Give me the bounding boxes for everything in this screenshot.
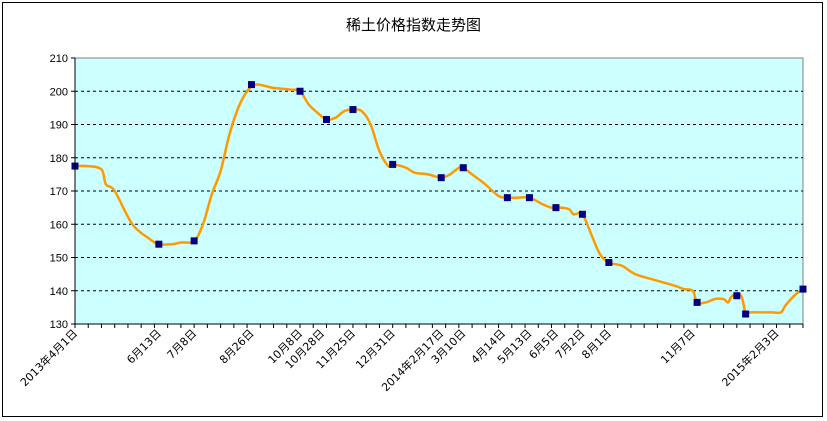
y-tick-label: 160 bbox=[50, 219, 68, 231]
axes bbox=[74, 58, 803, 325]
y-tick-label: 180 bbox=[50, 153, 68, 165]
data-point-marker bbox=[247, 81, 255, 89]
data-point-marker bbox=[349, 106, 357, 114]
data-point-marker bbox=[389, 160, 397, 168]
x-axis-ticks: 2013年4月1日 6月13日 7月8日 8月26日 10月8日10月28日11月25日… bbox=[17, 324, 804, 394]
y-axis-ticks: 130 140 150 160 170 180 190 200 210 bbox=[50, 53, 75, 331]
data-point-marker bbox=[155, 240, 163, 248]
x-tick-label: 2013年4月1日 bbox=[17, 326, 80, 389]
x-tick-label: 6月13日 bbox=[124, 327, 164, 367]
x-tick-label: 8月26日 bbox=[217, 327, 257, 367]
chart-title: 稀土价格指数走势图 bbox=[345, 16, 481, 34]
data-point-marker bbox=[296, 87, 304, 95]
data-point-marker bbox=[605, 258, 613, 266]
y-tick-label: 210 bbox=[50, 53, 68, 65]
data-point-marker bbox=[437, 174, 445, 182]
y-tick-label: 150 bbox=[50, 253, 68, 265]
grid-lines bbox=[75, 90, 803, 292]
x-tick-label: 12月31日 bbox=[353, 327, 398, 372]
y-tick-label: 190 bbox=[50, 120, 68, 132]
data-point-marker bbox=[459, 164, 467, 172]
data-point-marker bbox=[322, 116, 330, 124]
y-tick-label: 140 bbox=[50, 286, 68, 298]
y-tick-label: 170 bbox=[50, 186, 68, 198]
x-tick-label: 8月1日 bbox=[579, 327, 614, 362]
data-point-marker bbox=[799, 285, 807, 293]
x-tick-label: 11月7日 bbox=[658, 327, 698, 367]
x-tick-label: 2015年2月3日 bbox=[719, 326, 782, 389]
y-tick-label: 200 bbox=[50, 86, 68, 98]
series-line bbox=[74, 83, 804, 317]
data-point-marker bbox=[693, 298, 701, 306]
data-point-marker bbox=[733, 292, 741, 300]
x-tick-label: 7月8日 bbox=[165, 327, 200, 362]
data-point-marker bbox=[578, 210, 586, 218]
data-point-marker bbox=[552, 204, 560, 212]
data-point-marker bbox=[525, 194, 533, 202]
data-point-marker bbox=[503, 194, 511, 202]
data-point-marker bbox=[190, 237, 198, 245]
y-tick-label: 130 bbox=[50, 319, 68, 331]
data-point-marker bbox=[742, 310, 750, 318]
